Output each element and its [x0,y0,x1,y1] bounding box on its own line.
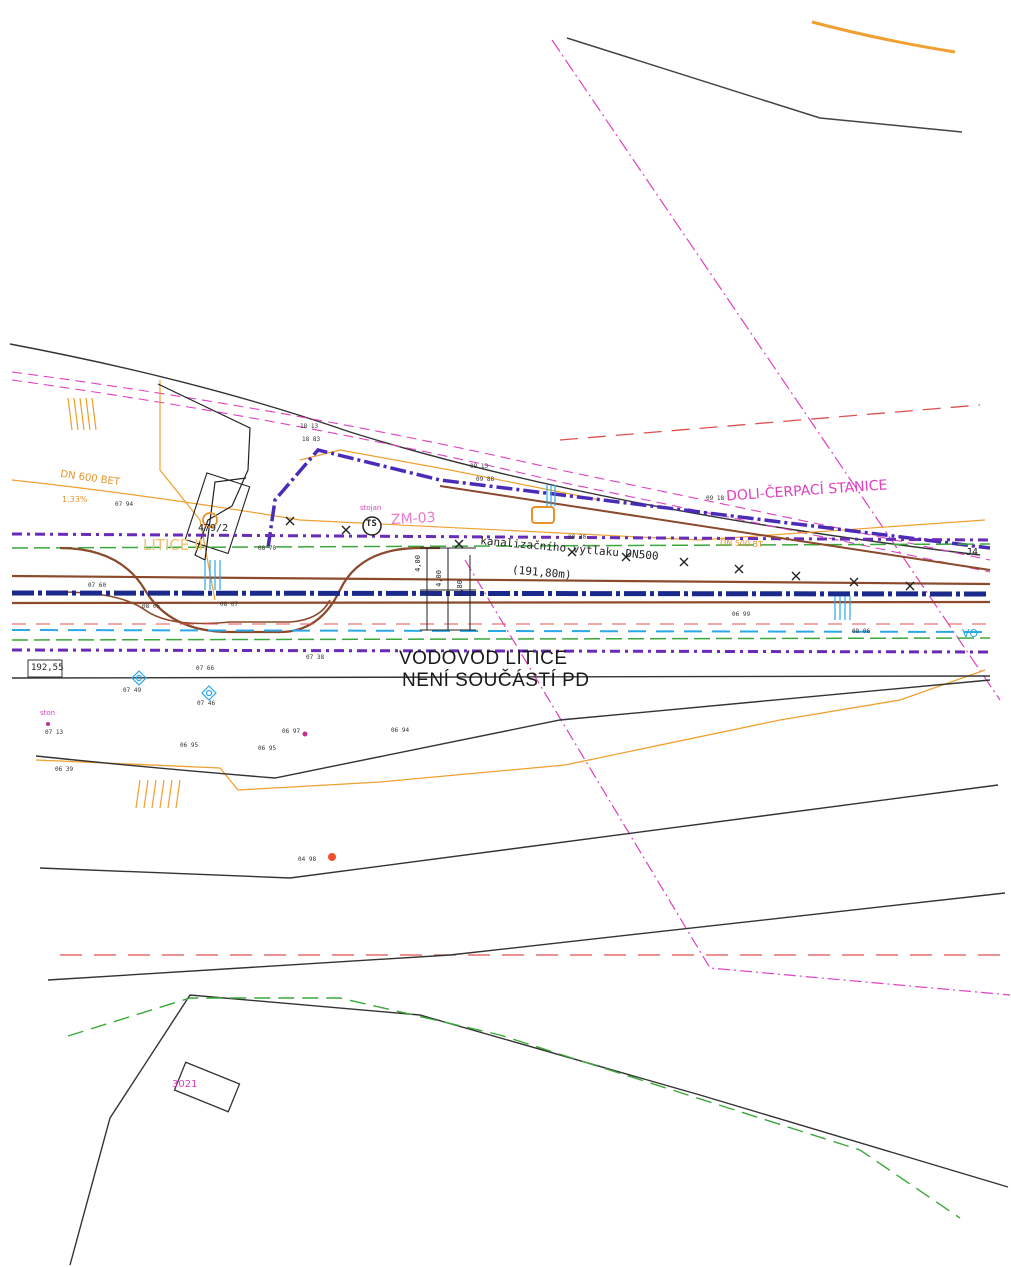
spot-height: 08 06 [852,628,871,635]
note-line-1: VODOVOD LITICE [399,648,568,669]
dimension-a: 4,00 [413,555,422,572]
brown-upper-diag [439,485,991,571]
elevation-box-value: 192,55 [31,663,64,673]
orange-station-symbol [531,506,555,524]
parcel-box-479 [184,472,251,555]
right-edge-label-2: VO [962,627,978,640]
spot-height: 08 05 [142,603,161,610]
purple-dash-row-2 [11,648,991,654]
segment-code: ZM-03 [390,509,436,529]
road-edge-lower-2 [39,784,999,879]
spot-height: 06 39 [55,766,74,773]
spot-height: 08 70 [258,545,277,552]
parcel-number-479: 479/2 [198,523,229,534]
spot-height: 07 94 [115,501,134,508]
orange-road-lower [35,669,986,791]
pink-point-marker [302,731,308,737]
road-edge-lower-1 [35,679,991,779]
spot-height: 08 07 [220,601,239,608]
spot-height: 07 66 [196,665,215,672]
road-edge-upper [9,343,981,556]
pink-strip-1 [11,371,991,561]
ts-label: TS [366,519,377,529]
orange-lines-2 [159,380,216,601]
right-edge-label: J4 [966,547,979,558]
stojan-label: stojan [360,504,382,512]
ston-label: ston [40,709,56,717]
small-building-3021 [173,1061,241,1113]
water-main [11,590,991,597]
spot-height: 06 95 [180,742,199,749]
parcel-number-3021: 3021 [172,1079,198,1090]
spot-height: 09 30 [568,534,587,541]
spot-height: 04 98 [298,856,317,863]
x-markers [285,516,915,591]
hatch-orange-left [67,397,181,809]
brown-pipe-2 [11,600,991,605]
road-edge-mid [11,675,991,679]
spot-height: 07 38 [306,654,325,661]
orange-lines-3 [299,449,601,501]
purple-boundary [266,448,991,550]
note-line-2: NENÍ SOUČÁSTÍ PD [402,670,590,691]
brown-curve-left [59,546,440,634]
spot-height: 06 95 [258,745,277,752]
ts-symbol [362,516,382,536]
hatch-cyan [204,485,851,620]
parcel-boundary-bottom [69,994,1009,1266]
brown-curve-right [59,591,331,625]
litice-label: LITICE II [143,536,203,554]
spot-height: 09 18 [706,495,725,502]
green-dashed-2 [11,637,991,641]
elevation-box [27,659,63,678]
spot-height: 09 13 [470,463,489,470]
spot-height: 06 94 [391,727,410,734]
dimension-lines [420,547,476,631]
spot-height: 18 83 [302,436,321,443]
orange-lines-1 [11,479,986,541]
spot-height: 07 46 [197,700,216,707]
spot-height: 09 88 [476,476,495,483]
pink-diagonal-lower [464,559,1011,996]
spot-height: 07 60 [88,582,107,589]
slope-label: 1.33% [62,495,88,504]
purple-dash-row-1 [11,532,991,542]
road-edge-lower-3 [47,892,1006,981]
spot-height: 07 49 [123,687,142,694]
red-dashed-upper [559,404,981,441]
spot-height: 06 99 [732,611,751,618]
well-circle [202,512,218,528]
hydrant-symbols [131,670,217,701]
spot-height: 06 97 [282,728,301,735]
brown-pipe-1 [11,574,991,586]
pink-point-marker-2 [46,722,50,726]
dimension-b: 4,00 [434,570,443,587]
building-outline [157,383,251,561]
dimension-c: 1,80 [455,580,464,597]
cyan-sewer-line [11,629,991,633]
red-point-marker [328,853,336,861]
green-dashed-bottom [67,997,961,1219]
spot-height: 18 13 [300,423,319,430]
boundary-line-top [566,37,963,133]
pink-diagonal-line [551,39,1001,701]
spot-height: 07 13 [45,729,64,736]
pink-strip-2 [11,379,991,573]
orange-arc-top [811,20,956,54]
